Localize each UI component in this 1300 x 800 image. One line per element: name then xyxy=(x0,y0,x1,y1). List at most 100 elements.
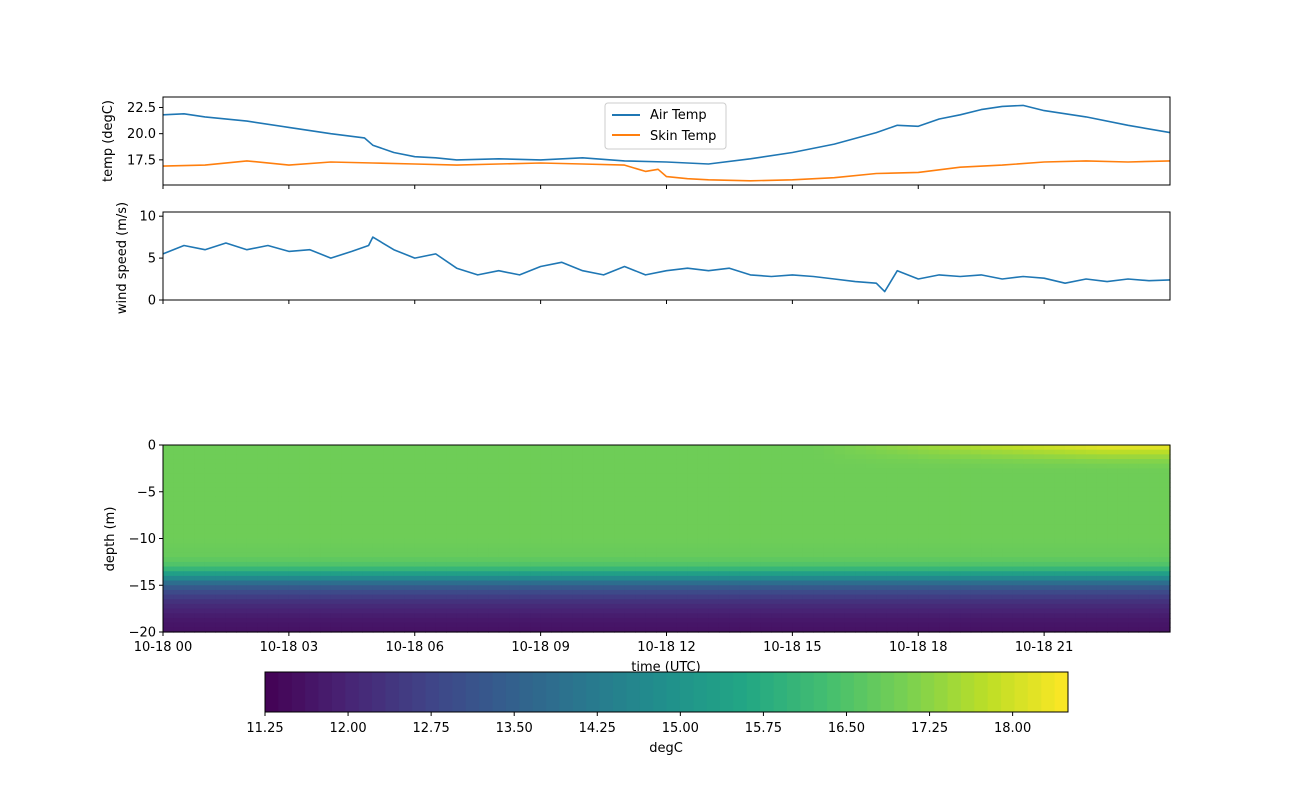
heatmap-cell xyxy=(572,543,584,549)
heatmap-cell xyxy=(561,510,573,516)
heatmap-cell xyxy=(183,603,196,610)
heatmap-cell xyxy=(991,547,1003,554)
heatmap-cell xyxy=(456,477,468,483)
heatmap-cell xyxy=(834,608,846,614)
heatmap-cell xyxy=(341,468,353,474)
heatmap-cell xyxy=(519,580,531,586)
heatmap-cell xyxy=(393,627,405,633)
heatmap-cell xyxy=(1054,617,1066,624)
heatmap-cell xyxy=(414,491,426,498)
heatmap-cell xyxy=(351,627,363,633)
heatmap-cell xyxy=(540,529,552,535)
heatmap-cell xyxy=(1075,529,1087,535)
heatmap-cell xyxy=(855,571,867,577)
heatmap-cell xyxy=(939,594,951,600)
heatmap-cell xyxy=(257,529,269,535)
heatmap-cell xyxy=(1023,505,1035,512)
heatmap-cell xyxy=(886,617,898,624)
heatmap-cell xyxy=(750,477,762,483)
heatmap-cell xyxy=(635,468,647,474)
heatmap-cell xyxy=(781,594,793,600)
heatmap-cell xyxy=(729,613,741,619)
heatmap-cell xyxy=(834,459,846,465)
heatmap-cell xyxy=(163,603,175,610)
heatmap-cell xyxy=(561,603,573,610)
heatmap-cell xyxy=(614,515,626,521)
heatmap-cell xyxy=(351,580,363,586)
heatmap-cell xyxy=(603,561,615,568)
heatmap-cell xyxy=(635,594,647,600)
heatmap-cell xyxy=(771,575,783,582)
heatmap-cell xyxy=(750,552,762,558)
heatmap-cell xyxy=(928,557,940,563)
heatmap-cell xyxy=(467,599,479,605)
heatmap-cell xyxy=(918,477,930,483)
heatmap-cell xyxy=(1107,543,1119,549)
heatmap-cell xyxy=(530,594,542,600)
heatmap-cell xyxy=(760,505,772,512)
heatmap-cell xyxy=(666,519,678,526)
heatmap-cell xyxy=(760,552,772,558)
heatmap-cell xyxy=(488,589,500,596)
heatmap-cell xyxy=(865,575,877,582)
heatmap-cell xyxy=(729,603,741,610)
heatmap-cell xyxy=(802,445,814,451)
heatmap-cell xyxy=(236,529,248,535)
heatmap-cell xyxy=(886,510,898,516)
heatmap-cell xyxy=(1159,496,1171,502)
heatmap-cell xyxy=(257,552,269,558)
heatmap-cell xyxy=(330,538,342,544)
heatmap-cell xyxy=(414,496,426,502)
heatmap-cell xyxy=(1023,445,1035,451)
heatmap-cell xyxy=(865,477,877,483)
heatmap-cell xyxy=(1023,491,1035,498)
heatmap-cell xyxy=(1138,552,1150,558)
heatmap-cell xyxy=(1002,501,1014,507)
heatmap-cell xyxy=(467,627,479,633)
heatmap-cell xyxy=(362,547,374,554)
heatmap-cell xyxy=(886,501,898,507)
heatmap-cell xyxy=(1075,496,1087,502)
heatmap-cell xyxy=(173,496,185,502)
heatmap-cell xyxy=(593,547,605,554)
heatmap-cell xyxy=(928,515,940,521)
heatmap-cell xyxy=(603,468,615,474)
heatmap-cell xyxy=(897,617,909,624)
heatmap-cell xyxy=(729,566,741,572)
colorbar-cell xyxy=(827,672,841,712)
heatmap-cell xyxy=(635,505,647,512)
heatmap-cell xyxy=(1054,575,1066,582)
heatmap-cell xyxy=(236,524,248,530)
heatmap-cell xyxy=(687,603,699,610)
heatmap-cell xyxy=(362,491,374,498)
heatmap-cell xyxy=(257,557,269,563)
heatmap-cell xyxy=(1054,468,1066,474)
heatmap-cell xyxy=(519,524,531,530)
heatmap-cell xyxy=(236,608,248,614)
heatmap-cell xyxy=(267,580,279,586)
heatmap-cell xyxy=(257,627,269,633)
heatmap-cell xyxy=(897,491,909,498)
heatmap-cell xyxy=(173,468,185,474)
heatmap-cell xyxy=(844,575,856,582)
heatmap-cell xyxy=(414,594,426,600)
heatmap-cell xyxy=(530,566,542,572)
heatmap-cell xyxy=(813,603,825,610)
colorbar-cell xyxy=(987,672,1002,712)
heatmap-cell xyxy=(236,449,248,455)
heatmap-cell xyxy=(960,529,972,535)
heatmap-cell xyxy=(897,468,909,474)
heatmap-cell xyxy=(425,599,437,605)
heatmap-cell xyxy=(614,543,626,549)
heatmap-cell xyxy=(257,538,269,544)
heatmap-cell xyxy=(509,477,521,483)
heatmap-cell xyxy=(551,449,563,455)
heatmap-cell xyxy=(802,589,814,596)
heatmap-cell xyxy=(1044,627,1056,633)
heatmap-cell xyxy=(760,449,772,455)
heatmap-cell xyxy=(561,561,573,568)
heatmap-cell xyxy=(246,529,259,535)
heatmap-cell xyxy=(404,454,416,460)
heatmap-cell xyxy=(970,566,982,572)
heatmap-cell xyxy=(173,603,185,610)
